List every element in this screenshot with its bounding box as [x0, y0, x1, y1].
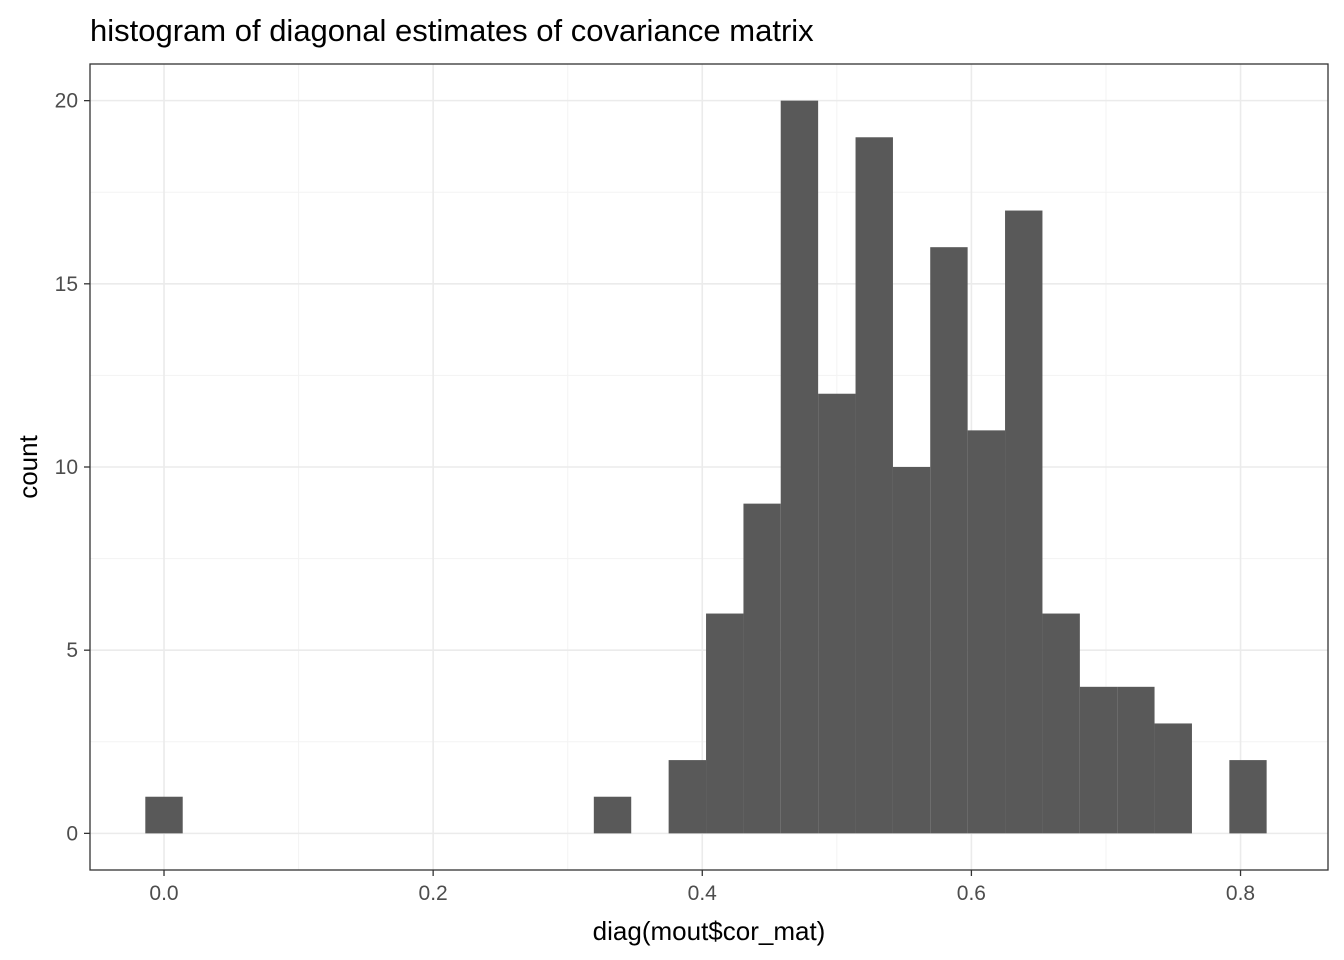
histogram-bar	[818, 393, 856, 834]
histogram-bar	[1042, 613, 1080, 834]
y-tick-label: 20	[55, 90, 78, 113]
x-tick-label: 0.8	[1226, 882, 1255, 905]
histogram-bar	[593, 796, 632, 834]
x-tick-label: 0.6	[957, 882, 986, 905]
y-tick-label: 0	[66, 822, 78, 845]
x-tick-label: 0.2	[419, 882, 448, 905]
histogram-bar	[1154, 723, 1192, 834]
x-axis-title: diag(mout$cor_mat)	[593, 916, 826, 946]
histogram-bar	[930, 247, 968, 834]
histogram-bar	[855, 137, 893, 834]
y-tick-label: 5	[66, 639, 78, 662]
histogram-bar	[780, 100, 819, 834]
x-tick-label: 0.0	[149, 882, 178, 905]
histogram-bar	[743, 503, 781, 834]
histogram-bar	[706, 613, 744, 834]
x-tick-label: 0.4	[688, 882, 718, 905]
histogram-bar	[1229, 760, 1267, 834]
chart-title: histogram of diagonal estimates of covar…	[90, 13, 814, 48]
histogram-bar	[1079, 686, 1118, 834]
histogram-bars	[145, 100, 1267, 834]
y-axis: 0 5 10 15 20	[55, 90, 90, 845]
histogram-bar	[967, 430, 1006, 834]
y-axis-title: count	[13, 434, 43, 498]
histogram-bar	[668, 760, 707, 834]
histogram-bar	[1005, 210, 1043, 834]
y-tick-label: 15	[55, 273, 78, 296]
x-axis: 0.0 0.2 0.4 0.6 0.8	[149, 870, 1255, 905]
histogram-bar	[892, 467, 931, 834]
y-tick-label: 10	[55, 456, 78, 479]
histogram-bar	[1117, 686, 1155, 834]
histogram-bar	[145, 796, 183, 834]
